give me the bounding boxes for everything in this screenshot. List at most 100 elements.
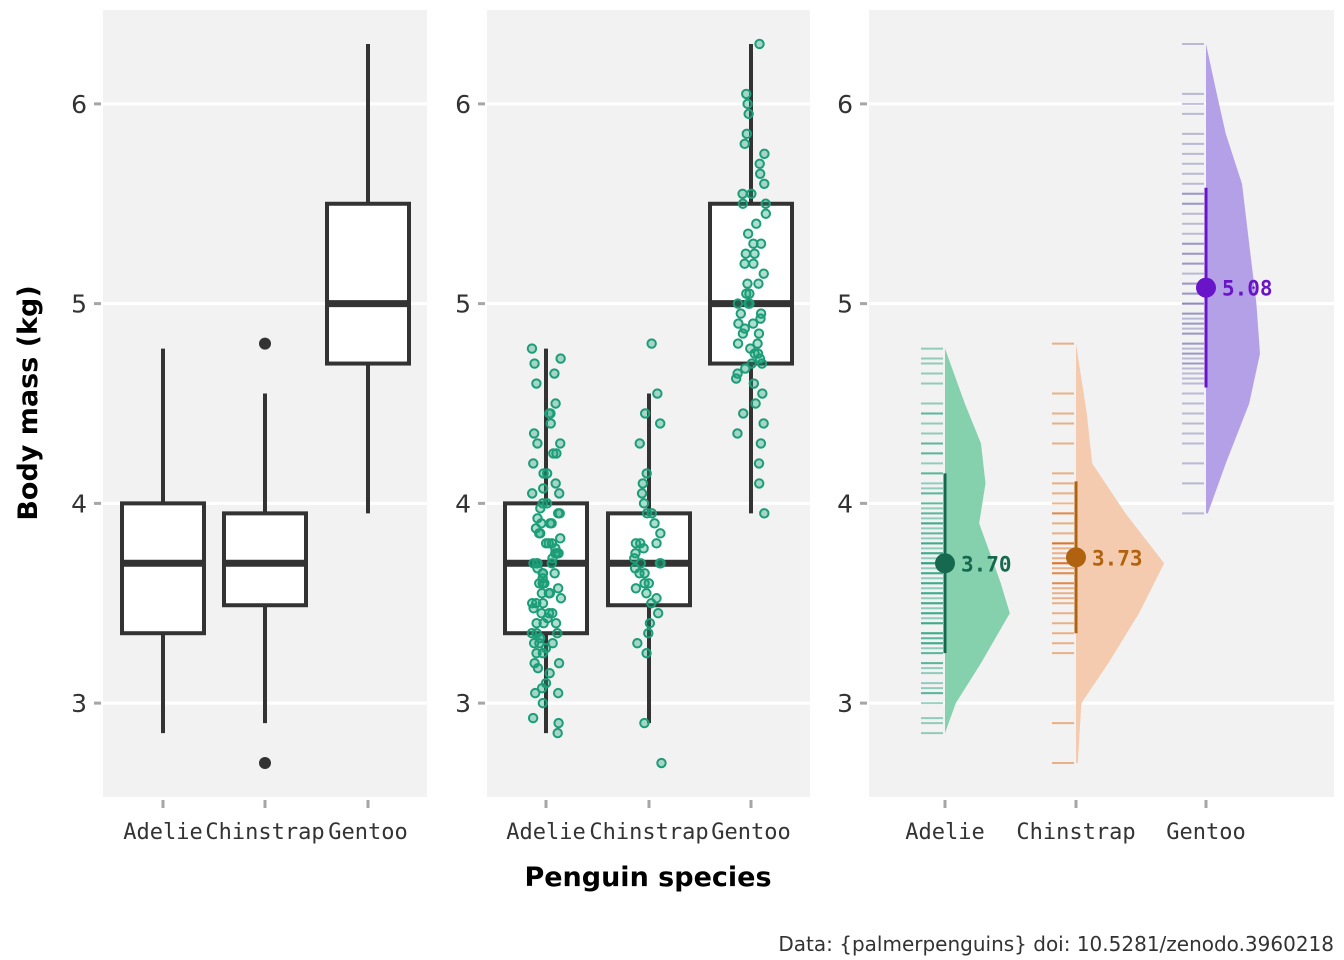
- jitter-point: [754, 158, 765, 170]
- jitter-point: [732, 428, 743, 439]
- jitter-point: [529, 657, 540, 669]
- jitter-point: [531, 628, 542, 639]
- jitter-point: [641, 647, 652, 659]
- x-tick-label-adelie: Adelie: [905, 820, 984, 845]
- jitter-point: [630, 548, 641, 559]
- jitter-point: [537, 697, 549, 709]
- box-chinstrap: [222, 337, 308, 770]
- jitter-point: [643, 628, 654, 639]
- jitter-point: [528, 458, 539, 469]
- jitter-point: [742, 98, 753, 110]
- jitter-point: [638, 498, 650, 509]
- y-tick-label: 5: [71, 290, 87, 319]
- jitter-point: [540, 538, 552, 549]
- jitter-point: [540, 677, 552, 689]
- jitter-point: [760, 198, 771, 209]
- jitter-point: [630, 538, 642, 549]
- density-half-violin: [1076, 343, 1165, 764]
- jitter-point: [655, 558, 666, 569]
- jitter-point: [639, 578, 650, 589]
- jitter-point: [552, 628, 563, 639]
- jitter-point: [749, 248, 760, 259]
- jitter-point: [635, 558, 647, 569]
- box-iqr: [325, 201, 411, 366]
- jitter-point: [652, 388, 663, 399]
- jitter-point: [555, 593, 567, 604]
- outlier-point: [259, 757, 271, 770]
- box-gentoo: [325, 43, 411, 514]
- jitter-point: [651, 593, 662, 604]
- x-tick-label-chinstrap: Chinstrap: [1016, 820, 1135, 845]
- jitter-point: [651, 538, 662, 549]
- jitter-point: [750, 398, 761, 409]
- jitter-point: [744, 288, 755, 299]
- jitter-point: [544, 408, 555, 419]
- jitter-point: [741, 88, 752, 100]
- jitter-point: [639, 717, 650, 729]
- jitter-point: [529, 687, 541, 699]
- jitter-point: [550, 398, 561, 409]
- jitter-point: [743, 298, 754, 309]
- jitter-point: [748, 258, 759, 269]
- y-tick-label: 4: [837, 489, 853, 518]
- jitter-point: [746, 188, 757, 199]
- jitter-point: [649, 518, 660, 529]
- jitter-point: [741, 128, 752, 140]
- mean-label: 3.70: [961, 552, 1012, 576]
- jitter-point: [547, 608, 558, 619]
- mean-point: [1196, 277, 1216, 298]
- y-tick-label: 6: [455, 90, 471, 119]
- jitter-point: [555, 533, 566, 544]
- jitter-point: [742, 278, 753, 289]
- jitter-point: [554, 488, 565, 499]
- y-tick-label: 6: [837, 90, 853, 119]
- jitter-point: [641, 508, 653, 519]
- jitter-point: [550, 618, 562, 629]
- raincloud-adelie: 3.70: [921, 347, 1012, 735]
- jitter-point: [545, 418, 556, 429]
- y-tick-label: 3: [455, 689, 471, 718]
- x-tick-label-chinstrap: Chinstrap: [589, 820, 708, 845]
- jitter-point: [532, 513, 543, 524]
- jitter-point: [759, 148, 770, 160]
- jitter-point: [742, 228, 754, 239]
- jitter-point: [634, 438, 645, 449]
- jitter-point: [637, 478, 649, 489]
- jitter-point: [751, 218, 762, 229]
- jitter-point: [552, 687, 564, 699]
- jitter-points: [526, 38, 772, 769]
- jitter-point: [527, 598, 538, 609]
- jitter-point: [754, 478, 765, 489]
- jitter-point: [549, 368, 560, 379]
- caption: Data: {palmerpenguins} doi: 10.5281/zeno…: [778, 932, 1334, 956]
- jitter-point: [526, 488, 538, 499]
- jitter-point: [546, 518, 557, 529]
- jitter-point: [644, 618, 656, 629]
- jitter-point: [552, 727, 563, 739]
- jitter-point: [735, 308, 746, 319]
- jitter-point: [737, 198, 749, 209]
- jitter-point: [554, 508, 565, 519]
- jitter-point: [630, 583, 642, 594]
- jitter-point: [758, 418, 769, 429]
- x-tick-label-gentoo: Gentoo: [1166, 820, 1245, 845]
- panel-3: 3 4 5 6 Adelie Chinstrap Gentoo 3.70 3.73 5.08: [837, 10, 1334, 845]
- jitter-point: [753, 278, 764, 289]
- jitter-point: [752, 338, 763, 349]
- mean-point: [1066, 547, 1086, 568]
- jitter-point: [733, 318, 744, 329]
- jitter-point: [548, 448, 559, 459]
- jitter-point: [758, 268, 769, 279]
- jitter-point: [755, 238, 767, 249]
- jitter-point: [531, 378, 542, 389]
- jitter-point: [732, 298, 744, 309]
- jitter-point: [531, 647, 542, 659]
- jitter-point: [543, 608, 555, 619]
- jitter-point: [741, 288, 752, 299]
- jitter-point: [738, 408, 749, 419]
- jitter-point: [743, 108, 754, 120]
- jitter-point: [739, 258, 750, 269]
- jitter-point: [760, 208, 772, 219]
- box-iqr: [120, 501, 206, 636]
